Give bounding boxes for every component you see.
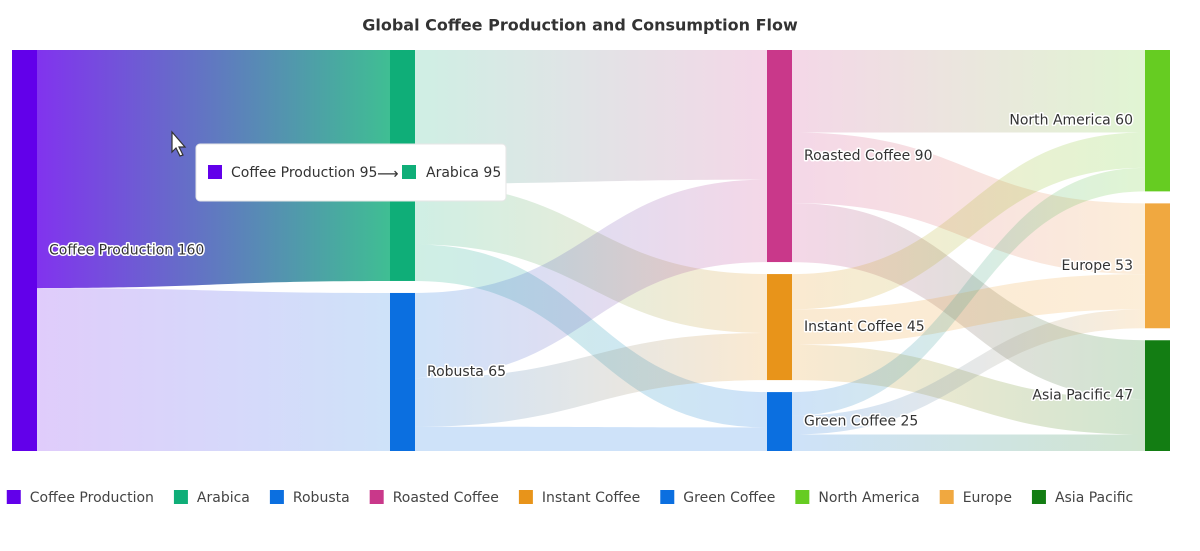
legend-swatch [795,490,810,504]
legend-item: Robusta [269,490,350,506]
node-name: Robusta [427,364,484,380]
node-value: 53 [1115,258,1133,274]
node-name: Europe [1061,258,1110,274]
node-name: Green Coffee [804,414,896,430]
tooltip-source: Coffee Production 95 [231,165,377,181]
node-value: 90 [915,148,933,164]
legend-item: Coffee Production [6,490,154,506]
node-label: Robusta 65 [427,364,506,380]
node-label: Instant Coffee 45 [804,319,925,335]
legend-swatch [173,490,188,504]
node-name: Instant Coffee [804,319,902,335]
legend-swatch [6,490,21,504]
labels: Coffee Production 160 Arabica 95 Robusta 6… [48,111,1135,431]
node-value: 65 [488,364,506,380]
nodes [12,50,1170,451]
link [792,344,1145,435]
tooltip-target: Arabica 95 [426,165,501,181]
node-name: Asia Pacific [1032,388,1110,404]
tooltip-target-value: 95 [483,165,501,181]
node-label: Coffee Production 160 [49,243,204,259]
tooltip-swatch [208,165,222,179]
node-label: North America 60 [1009,113,1133,129]
tooltip-swatch [402,165,416,179]
node-value: 25 [901,414,919,430]
legend-item: Roasted Coffee [369,490,499,506]
legend-label: Instant Coffee [542,490,640,506]
legend-item: Green Coffee [660,490,775,506]
legend-label: Asia Pacific [1055,490,1133,506]
legend-label: Robusta [293,490,350,506]
link [792,309,1145,435]
legend-swatch [939,490,954,504]
node [1145,50,1170,192]
legend-label: Coffee Production [30,490,154,506]
tooltip-value: 95 [360,165,378,181]
node [1145,340,1170,451]
tooltip-box [195,143,507,202]
legend: Coffee Production Arabica Robusta Roasted C… [6,490,1133,506]
legend-label: Europe [963,490,1012,506]
legend-label: Roasted Coffee [393,490,499,506]
node-label: Green Coffee 25 [804,414,918,430]
legend-label: Green Coffee [683,490,775,506]
node [767,274,792,381]
link [792,50,1145,133]
legend-swatch [269,490,284,504]
node [1145,203,1170,329]
tooltip-arrow: ⟶ [377,165,399,183]
tooltip-target-name: Arabica [426,165,479,181]
legend-swatch [518,490,533,504]
node [767,50,792,263]
node [767,392,792,451]
legend-swatch [660,490,675,504]
legend-item: Instant Coffee [518,490,640,506]
node-name: Roasted Coffee [804,148,910,164]
node-label: Asia Pacific 47 [1032,388,1133,404]
tooltip: Coffee Production 95 ⟶ Arabica 95 [195,143,507,202]
legend-label: North America [818,490,919,506]
link [792,167,1145,416]
cursor [171,130,187,157]
chart-title: Global Coffee Production and Consumption… [362,16,798,35]
tooltip-source-name: Coffee Production [231,165,355,181]
link [415,426,767,451]
node-label: Roasted Coffee 90 [804,148,932,164]
node-value: 47 [1115,388,1133,404]
link [415,332,767,427]
node-label: Europe 53 [1061,258,1133,274]
node-value: 60 [1115,113,1133,129]
node-value: 160 [178,243,205,259]
link [37,288,390,451]
node-name: Coffee Production [49,243,173,259]
link [792,132,1145,310]
node-value: 45 [907,319,925,335]
link [792,274,1145,345]
legend-swatch [1031,490,1046,504]
node [12,50,37,451]
legend-item: Arabica [173,490,250,506]
legend-item: Europe [939,490,1012,506]
legend-item: Asia Pacific [1031,490,1133,506]
link [792,434,1145,451]
legend-label: Arabica [197,490,250,506]
link [415,179,767,379]
node [390,292,415,451]
node-name: North America [1009,113,1110,129]
legend-swatch [369,490,384,504]
legend-item: North America [795,490,920,506]
